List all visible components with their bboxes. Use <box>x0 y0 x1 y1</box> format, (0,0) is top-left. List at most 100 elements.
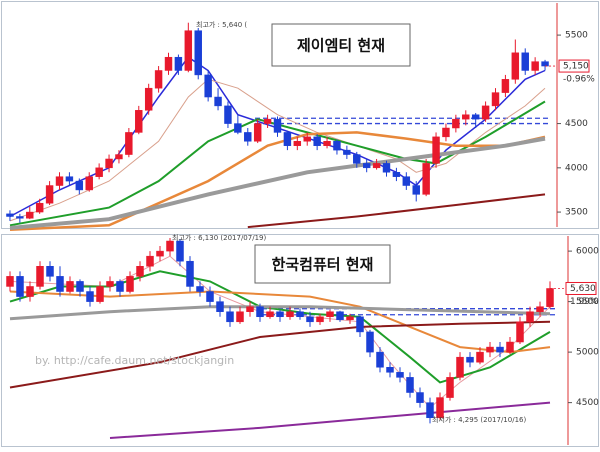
candle-body <box>506 341 514 353</box>
candle-body <box>541 61 549 67</box>
candle-body <box>362 163 371 169</box>
candle-body <box>491 92 500 107</box>
candle-body <box>511 52 520 80</box>
candle-body <box>196 286 204 292</box>
candle-body <box>386 367 394 373</box>
candle-body <box>164 56 173 71</box>
candle-body <box>372 163 381 169</box>
candle-body <box>346 316 354 321</box>
candle-body <box>66 281 74 292</box>
moving-average <box>109 401 551 439</box>
candle-body <box>531 61 539 71</box>
candle-body <box>276 311 284 318</box>
candle-body <box>546 288 554 307</box>
y-tick-label: 3500 <box>565 208 588 218</box>
candle-body <box>316 316 324 323</box>
candle-body <box>376 351 384 368</box>
candle-body <box>224 105 232 124</box>
candle-body <box>253 123 262 142</box>
candle-body <box>263 118 272 124</box>
candle-body <box>382 163 391 173</box>
candle-body <box>166 240 174 252</box>
candle-body <box>56 276 64 292</box>
candle-body <box>6 276 14 287</box>
candle-body <box>486 346 494 353</box>
candle-body <box>442 127 450 138</box>
candle-body <box>135 110 143 133</box>
candle-body <box>174 56 183 71</box>
candle-body <box>333 141 341 151</box>
candle-body <box>426 402 434 419</box>
candle-body <box>36 266 44 287</box>
candle-body <box>154 70 163 89</box>
candle-body <box>85 176 93 191</box>
candle-body <box>146 255 154 267</box>
change-label: -0.96% <box>563 75 595 85</box>
candle-body <box>105 158 113 169</box>
candle-body <box>471 114 480 120</box>
candle-body <box>296 311 304 318</box>
candle-body <box>65 176 74 182</box>
y-tick-label: 5500 <box>565 31 588 41</box>
candle-body <box>353 154 361 164</box>
candle-body <box>366 331 374 353</box>
chart-title: 제이엠티 현재 <box>297 37 385 55</box>
moving-average <box>9 255 551 409</box>
candle-body <box>516 321 524 343</box>
y-tick-label: 5000 <box>576 348 599 358</box>
candle-body <box>306 316 314 323</box>
annotation: 최고가 : 5,640 ( <box>196 20 247 29</box>
candle-body <box>244 132 252 142</box>
candle-body <box>116 281 124 292</box>
candle-body <box>236 311 244 323</box>
candle-body <box>55 176 64 186</box>
candle-body <box>96 286 104 302</box>
title-box <box>254 244 391 284</box>
candle-body <box>476 351 484 363</box>
candle-body <box>466 356 474 363</box>
candle-body <box>432 136 440 164</box>
moving-average <box>9 136 546 230</box>
candle-body <box>246 306 254 312</box>
y-tick-label: 5500 <box>576 297 599 307</box>
candle-body <box>184 30 193 71</box>
annotation: 최저가 : 4,295 (2017/10/16) <box>432 415 526 424</box>
candle-body <box>336 311 344 321</box>
price-label: 5,150 <box>563 62 589 72</box>
candle-body <box>256 306 264 318</box>
candle-body <box>293 141 302 146</box>
candle-body <box>501 79 510 93</box>
candle-body <box>521 52 529 71</box>
candle-body <box>216 301 224 312</box>
candle-body <box>106 281 114 287</box>
candle-body <box>95 167 103 177</box>
candle-body <box>16 216 24 219</box>
candle-body <box>206 291 214 302</box>
chart-title: 한국컴퓨터 현재 <box>272 256 374 274</box>
candle-body <box>45 185 54 204</box>
candle-body <box>234 123 242 133</box>
candle-body <box>266 311 274 318</box>
candle-body <box>462 114 470 120</box>
candle-body <box>125 132 133 155</box>
change-label: 1.99% <box>570 297 599 307</box>
candle-body <box>436 397 444 419</box>
price-box <box>565 281 597 295</box>
title-box <box>271 23 411 67</box>
candle-body <box>35 202 44 213</box>
candle-body <box>481 105 490 120</box>
candle-body <box>273 118 282 133</box>
candle-body <box>76 281 84 292</box>
y-tick-label: 4000 <box>565 163 588 173</box>
candle-body <box>144 87 153 111</box>
candle-body <box>283 132 292 146</box>
candle-body <box>456 356 464 378</box>
moving-average <box>9 320 551 389</box>
candle-body <box>115 154 123 160</box>
candle-body <box>46 266 54 277</box>
candle-body <box>416 392 424 403</box>
y-tick-label: 4500 <box>576 398 599 408</box>
candle-body <box>136 266 144 277</box>
